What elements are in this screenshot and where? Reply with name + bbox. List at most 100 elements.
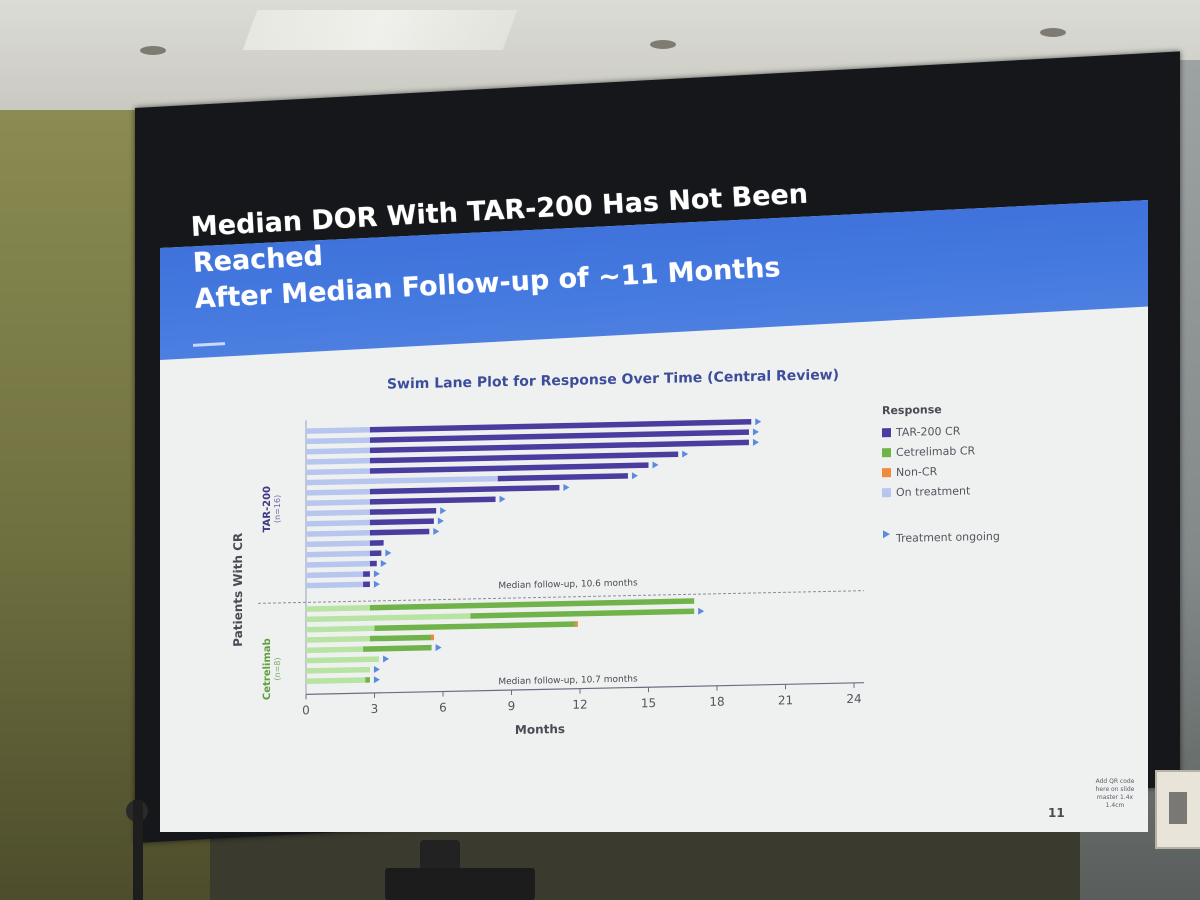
on-treatment-bar <box>306 540 370 548</box>
tar200-group-label: TAR-200 <box>262 486 273 533</box>
treatment-ongoing-marker <box>383 655 390 663</box>
cetrelimab-cr-bar <box>365 677 370 683</box>
cetrelimab-group-label: Cetrelimab <box>262 638 273 700</box>
qr-placeholder-note: Add QR code here on slide master 1.4x 1.… <box>1095 778 1135 809</box>
legend-ongoing-marker <box>883 530 890 539</box>
tar200-cr-bar <box>369 518 434 526</box>
tar200-median-label: Median follow-up, 10.6 months <box>498 578 638 591</box>
ceiling-spotlight <box>1040 28 1066 37</box>
on-treatment-bar <box>306 457 370 465</box>
on-treatment-bar <box>306 530 370 537</box>
legend-label-treatment-ongoing: Treatment ongoing <box>895 530 1000 545</box>
tar200-group-n: (n=16) <box>273 495 282 523</box>
treatment-ongoing-marker <box>373 580 380 588</box>
on-treatment-bar <box>306 605 370 612</box>
on-treatment-bar <box>306 635 370 643</box>
treatment-ongoing-marker <box>499 495 506 503</box>
tar200-cr-bar <box>369 484 560 495</box>
legend-title: Response <box>882 403 942 417</box>
legend-swatch <box>882 448 891 458</box>
on-treatment-bar <box>306 427 370 434</box>
group-separator-line <box>258 590 864 604</box>
on-treatment-bar <box>306 550 370 558</box>
on-treatment-bar <box>306 571 364 579</box>
legend-label-non-cr: Non-CR <box>896 465 938 479</box>
legend-label-on-treatment: On treatment <box>896 484 971 499</box>
tar200-cr-bar <box>369 528 430 536</box>
treatment-ongoing-marker <box>752 428 759 436</box>
tar200-cr-bar <box>369 429 749 443</box>
treatment-ongoing-marker <box>440 507 447 515</box>
cetrelimab-cr-bar <box>374 621 578 632</box>
presentation-slide <box>160 200 1148 832</box>
on-treatment-bar <box>306 560 370 568</box>
x-axis-label: Months <box>515 722 565 737</box>
x-tick-label: 3 <box>371 702 379 716</box>
treatment-ongoing-marker <box>385 549 392 557</box>
tar200-cr-bar <box>369 451 679 464</box>
cetrelimab-cr-bar <box>369 634 434 642</box>
tar200-cr-bar <box>369 419 752 433</box>
treatment-ongoing-marker <box>373 676 380 684</box>
treatment-ongoing-marker <box>373 665 380 673</box>
swim-lane-chart: Swim Lane Plot for Response Over Time (C… <box>228 333 1028 760</box>
tar200-cr-bar <box>369 462 649 474</box>
on-treatment-bar <box>306 613 471 623</box>
on-treatment-bar <box>306 519 370 527</box>
treatment-ongoing-marker <box>698 607 705 615</box>
treatment-ongoing-marker <box>435 644 442 652</box>
y-axis-label: Patients With CR <box>231 533 245 647</box>
on-treatment-bar <box>306 437 370 445</box>
tar200-cr-bar <box>497 473 628 482</box>
on-treatment-bar <box>306 666 370 674</box>
treatment-ongoing-marker <box>433 527 440 535</box>
cetrelimab-median-label: Median follow-up, 10.7 months <box>498 674 638 687</box>
on-treatment-bar <box>306 646 364 654</box>
ceiling-spotlight <box>650 40 676 49</box>
sign-graphic <box>1169 792 1187 824</box>
swim-lane-chart-svg: Swim Lane Plot for Response Over Time (C… <box>231 367 1000 737</box>
treatment-ongoing-marker <box>652 461 659 469</box>
on-treatment-bar <box>306 625 375 633</box>
x-tick-label: 9 <box>508 699 516 713</box>
ceiling-spotlight <box>140 46 166 55</box>
slide-number: 11 <box>1048 806 1065 820</box>
on-treatment-bar <box>306 499 370 506</box>
on-treatment-bar <box>306 468 370 476</box>
on-treatment-bar <box>306 475 498 486</box>
cetrelimab-group-n: (n=8) <box>273 657 282 680</box>
treatment-ongoing-marker <box>563 484 570 492</box>
x-axis-line <box>306 682 864 695</box>
tar200-cr-bar <box>369 439 749 454</box>
treatment-ongoing-marker <box>631 472 638 480</box>
tar200-cr-bar <box>369 550 382 557</box>
x-tick-label: 18 <box>709 695 724 709</box>
legend-label-tar200-cr: TAR-200 CR <box>895 425 961 439</box>
treatment-ongoing-marker <box>373 570 380 578</box>
on-treatment-bar <box>306 447 370 455</box>
tar200-cr-bar <box>363 581 370 588</box>
chart-title: Swim Lane Plot for Response Over Time (C… <box>387 367 839 392</box>
on-treatment-bar <box>306 509 370 517</box>
legend-swatch <box>882 468 891 478</box>
treatment-ongoing-marker <box>682 450 689 458</box>
on-treatment-bar <box>306 488 370 496</box>
treatment-ongoing-marker <box>437 517 444 525</box>
ceiling-light-panel <box>242 10 518 50</box>
side-sign-card <box>1155 770 1200 849</box>
legend-label-cetrelimab-cr: Cetrelimab CR <box>896 444 976 459</box>
treatment-ongoing-marker <box>752 438 759 446</box>
x-tick-label: 0 <box>302 703 310 717</box>
x-tick-label: 12 <box>572 697 587 711</box>
tar200-cr-bar <box>369 540 384 546</box>
microphone-stand <box>133 800 143 900</box>
treatment-ongoing-marker <box>380 559 387 567</box>
on-treatment-bar <box>306 656 380 664</box>
x-tick-label: 24 <box>846 692 861 706</box>
cetrelimab-cr-bar <box>369 598 695 611</box>
tar200-cr-bar <box>369 560 377 567</box>
x-tick-label: 15 <box>641 696 656 710</box>
legend-swatch <box>882 488 891 498</box>
on-treatment-bar <box>306 581 364 589</box>
tar200-cr-bar <box>369 508 437 515</box>
